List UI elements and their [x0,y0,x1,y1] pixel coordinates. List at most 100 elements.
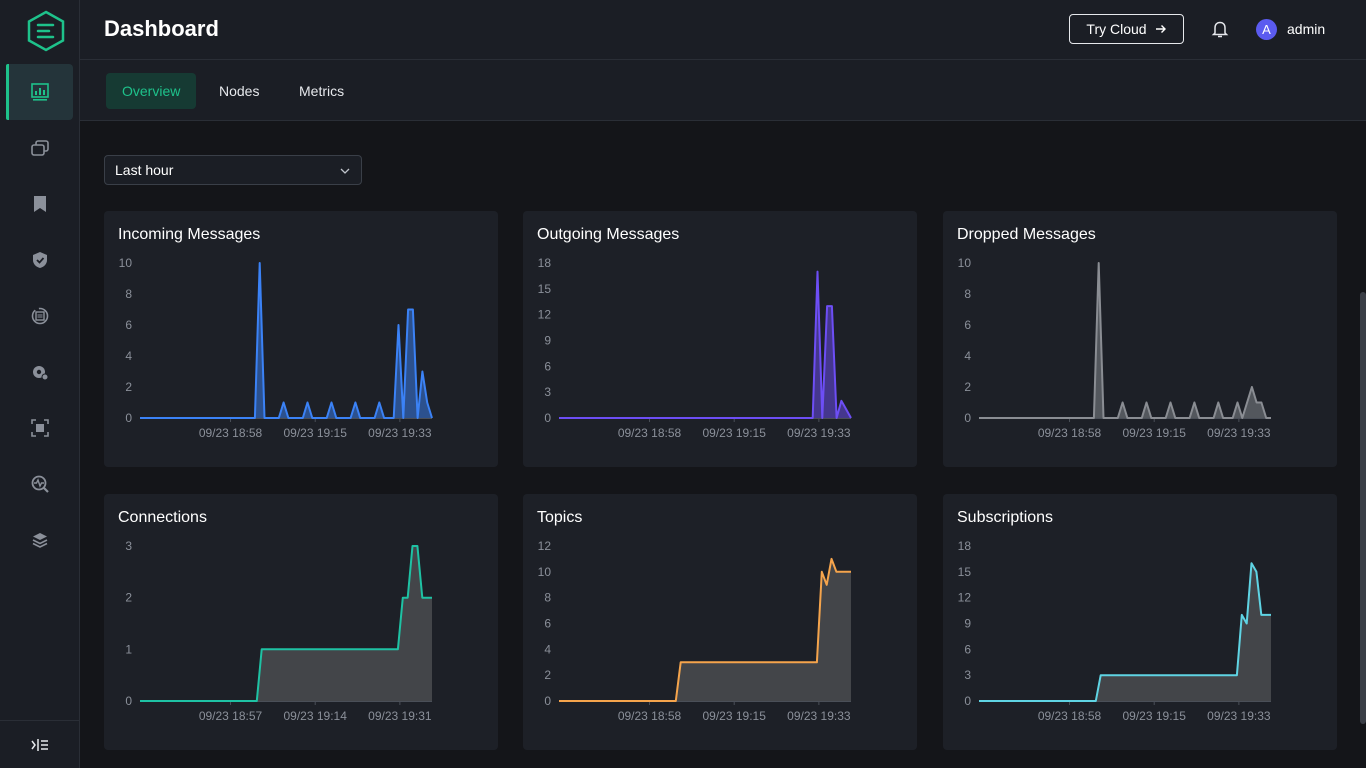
series-line [140,545,432,702]
y-tick-label: 4 [125,349,132,363]
y-tick-label: 1 [125,642,132,656]
try-cloud-button[interactable]: Try Cloud [1069,14,1184,44]
y-tick-label: 15 [538,282,552,296]
x-tick-label: 09/23 19:15 [702,426,766,440]
topics-card: Topics 12 10 8 6 4 2 0 09/23 18:58 09/23 19:15 09/… [523,494,917,750]
series-line [140,262,433,419]
x-tick-label: 09/23 19:33 [1207,426,1271,440]
y-tick-label: 0 [544,411,551,425]
chart-title: Dropped Messages [957,226,1096,243]
x-tick-label: 09/23 18:57 [199,709,263,723]
y-tick-label: 9 [964,617,971,631]
topics-chart: 12 10 8 6 4 2 0 09/23 18:58 09/23 19:15 09/23 19:… [538,539,851,723]
top-header: Dashboard Try Cloud A admin [80,0,1366,60]
bell-icon[interactable] [1210,19,1230,39]
y-tick-label: 6 [125,318,132,332]
y-tick-label: 6 [544,617,551,631]
sidebar-item-integration[interactable] [6,288,73,344]
y-tick-label: 18 [538,256,552,270]
x-tick-label: 09/23 18:58 [199,426,263,440]
y-tick-label: 15 [958,565,972,579]
sidebar-item-extensions[interactable] [6,400,73,456]
time-range-select[interactable]: Last hour [104,155,362,185]
y-tick-label: 8 [964,287,971,301]
management-icon [32,366,48,381]
x-tick-label: 09/23 19:15 [283,426,347,440]
diagnose-icon [31,475,49,493]
x-tick-label: 09/23 19:31 [368,709,432,723]
chart-title: Outgoing Messages [537,226,680,243]
y-tick-label: 12 [538,539,552,553]
y-tick-label: 18 [958,539,972,553]
connections-icon [30,140,49,156]
y-tick-label: 6 [544,359,551,373]
username[interactable]: admin [1287,21,1326,37]
sidebar-item-management[interactable] [6,344,73,400]
y-tick-label: 8 [544,591,551,605]
y-tick-label: 2 [544,668,551,682]
subscriptions-icon [33,196,46,212]
x-tick-label: 09/23 18:58 [618,426,682,440]
x-tick-label: 09/23 19:33 [1207,709,1271,723]
tab-metrics[interactable]: Metrics [299,83,345,99]
y-tick-label: 0 [964,694,971,708]
sidebar [0,0,80,768]
y-tick-label: 12 [538,308,552,322]
connections-chart: 3 2 1 0 09/23 18:57 09/23 19:14 09/23 19:31 [125,539,432,723]
sidebar-item-dashboard[interactable] [6,64,73,120]
avatar[interactable]: A [1256,19,1277,40]
y-tick-label: 8 [125,287,132,301]
y-tick-label: 0 [964,411,971,425]
y-tick-label: 0 [125,411,132,425]
dashboard-tabs: Overview Nodes Metrics [80,60,1366,121]
y-tick-label: 2 [125,591,132,605]
dropped-messages-chart: 10 8 6 4 2 0 09/23 18:58 09/23 19:15 09/23 19:33 [958,256,1271,440]
dropped-messages-card: Dropped Messages 10 8 6 4 2 0 09/23 18:58 09/23 … [943,211,1337,467]
extensions-icon [30,419,49,437]
y-tick-label: 3 [544,385,551,399]
sidebar-item-access-control[interactable] [6,232,73,288]
x-tick-label: 09/23 19:14 [283,709,347,723]
connections-card: Connections 3 2 1 0 09/23 18:57 09/23 19:14 09/… [104,494,498,750]
x-tick-label: 09/23 18:58 [1038,709,1102,723]
tab-nodes[interactable]: Nodes [219,83,260,99]
x-tick-label: 09/23 18:58 [618,709,682,723]
y-tick-label: 4 [964,349,971,363]
y-tick-label: 10 [119,256,133,270]
tab-overview[interactable]: Overview [106,73,197,109]
series-area [140,263,432,418]
y-tick-label: 0 [544,694,551,708]
x-tick-label: 09/23 19:33 [368,426,432,440]
y-tick-label: 6 [964,318,971,332]
x-tick-label: 09/23 19:15 [1122,426,1186,440]
sidebar-item-subscriptions[interactable] [6,176,73,232]
incoming-messages-chart: 10 8 6 4 2 0 09/23 18:58 09/23 19:15 09/23 19:33 [119,256,433,440]
chart-title: Incoming Messages [118,226,261,243]
y-tick-label: 6 [964,642,971,656]
outgoing-messages-chart: 18 15 12 9 6 3 0 09/23 18:58 09/23 19:15 09/23 19… [538,256,852,440]
y-tick-label: 9 [544,334,551,348]
series-area [979,263,1271,418]
try-cloud-label: Try Cloud [1086,21,1147,37]
sidebar-item-system[interactable] [6,512,73,568]
app-logo-icon[interactable] [25,10,67,52]
sidebar-item-connections[interactable] [6,120,73,176]
chart-title: Connections [118,509,207,526]
chart-title: Topics [537,509,583,526]
series-area [559,558,851,701]
access-control-icon [32,252,47,268]
chevron-down-icon [340,168,350,174]
sidebar-collapse-button[interactable] [0,720,79,768]
y-tick-label: 4 [544,642,551,656]
scrollbar[interactable] [1360,292,1366,724]
sidebar-item-diagnose[interactable] [6,456,73,512]
system-icon [32,533,47,548]
y-tick-label: 0 [125,694,132,708]
series-line [979,562,1271,702]
incoming-messages-card: Incoming Messages 10 8 6 4 2 0 09/23 18:58 09/23… [104,211,498,467]
y-tick-label: 3 [964,668,971,682]
chart-title: Subscriptions [957,509,1054,526]
subscriptions-card: Subscriptions 18 15 12 9 6 3 0 09/23 18:58 09/23 … [943,494,1337,750]
series-line [559,557,851,702]
series-line [559,270,852,419]
